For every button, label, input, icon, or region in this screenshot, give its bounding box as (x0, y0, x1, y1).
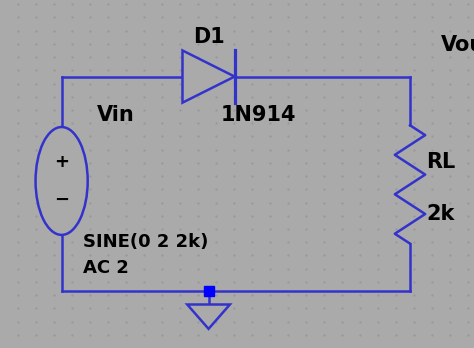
Text: RL: RL (427, 152, 456, 172)
Text: 2k: 2k (427, 204, 455, 224)
Text: AC 2: AC 2 (83, 259, 129, 277)
Text: Vin: Vin (97, 105, 135, 125)
Text: D1: D1 (193, 26, 224, 47)
Text: 1N914: 1N914 (220, 105, 296, 125)
Ellipse shape (36, 127, 88, 235)
Text: +: + (54, 153, 69, 171)
Text: SINE(0 2 2k): SINE(0 2 2k) (83, 233, 209, 251)
Text: −: − (54, 191, 69, 209)
Polygon shape (182, 50, 235, 103)
Polygon shape (187, 304, 230, 329)
Text: Vout: Vout (441, 35, 474, 55)
